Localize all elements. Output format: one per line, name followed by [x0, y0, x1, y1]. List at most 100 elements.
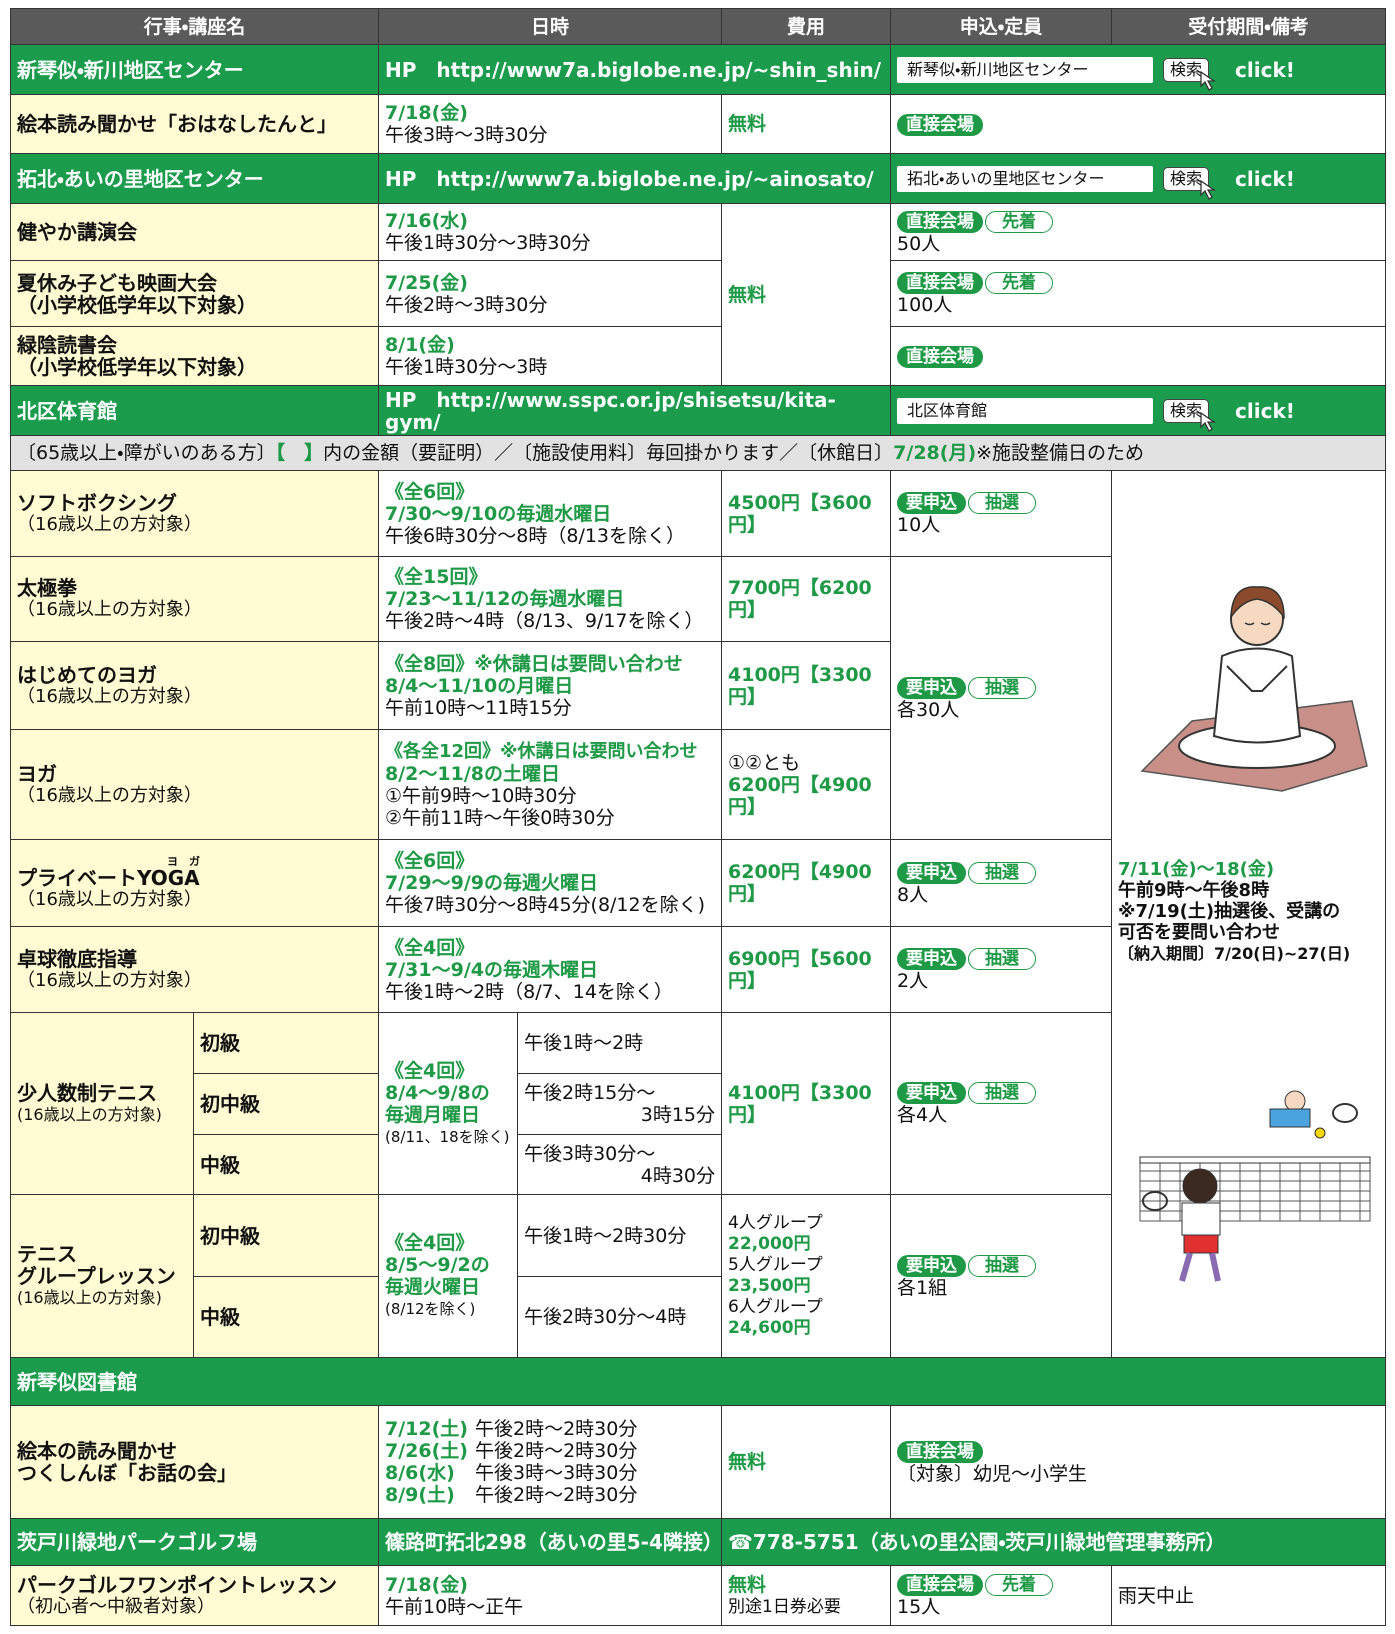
application: 要申込 抽選 各4人	[890, 1012, 1113, 1195]
button-label: 検索	[1170, 59, 1203, 79]
badge: 抽選	[968, 1254, 1037, 1277]
schedule: 《全4回》 8/4～9/8の 毎週月曜日 (8/11、18を除く)	[378, 1012, 518, 1195]
dates: 8/4～9/8の	[385, 1081, 490, 1104]
time-line: 午後2時15分～	[524, 1082, 656, 1104]
name: 卓球徹底指導	[17, 946, 137, 971]
remarks: 雨天中止	[1111, 1565, 1387, 1626]
sessions: 《全15回》	[385, 566, 488, 588]
event-row: パークゴルフワンポイントレッスン （初心者～中級者対象） 7/18(金) 午前10時…	[10, 1565, 1387, 1626]
header-row: 行事・講座名 日時 費用 申込・定員 受付期間・備考	[10, 8, 1387, 45]
time: 午後2時30分～4時	[516, 1276, 723, 1358]
search-button[interactable]: 検索	[1163, 398, 1217, 432]
payment-period: 〔納入期間〕7/20(日)~27(日)	[1118, 944, 1351, 963]
time: 午後7時30分～8時45分(8/12を除く)	[385, 894, 706, 916]
ruby: ヨ ガ	[167, 854, 200, 868]
event-row: ヨガ （16歳以上の方対象） 《各全12回》※休講日は要問い合わせ 8/2～11/8…	[10, 729, 1386, 840]
weekday: 毎週月曜日	[385, 1103, 481, 1126]
badge: 抽選	[968, 861, 1037, 884]
event-row: はじめてのヨガ （16歳以上の方対象） 《全8回》※休講日は要問い合わせ 8/4～1…	[10, 641, 1386, 730]
target-note: （16歳以上の方対象）	[17, 784, 202, 806]
name: はじめてのヨガ	[17, 662, 157, 687]
date: 7/16(水)	[385, 210, 468, 232]
time-line: 午後3時30分～	[524, 1142, 656, 1165]
event-name: 夏休み子ども映画大会 （小学校低学年以下対象）	[10, 260, 379, 327]
target-note: （16歳以上の方対象）	[17, 599, 202, 620]
name: つくしんぼ「お話の会」	[17, 1461, 237, 1485]
event-name: はじめてのヨガ （16歳以上の方対象）	[10, 641, 379, 730]
schedule: 《全15回》 7/23～11/12の毎週水曜日 午後2時～4時（8/13、9/17を…	[377, 556, 723, 642]
fee-amount: 6200円【4900円】	[728, 773, 872, 818]
fee: ①②とも 6200円【4900円】	[721, 729, 892, 840]
search-button[interactable]: 検索	[1163, 57, 1217, 91]
reception-cell: 7/11(金)～18(金) 午前9時～午後8時 ※7/19(土)抽選後、受講の …	[1111, 470, 1387, 1358]
search-cell: 拓北・あいの里地区センター 検索 click!	[890, 153, 1387, 204]
schedule: 《全6回》 7/30～9/10の毎週水曜日 午後6時30分～8時（8/13を除く）	[377, 470, 723, 557]
event-row: ソフトボクシング （16歳以上の方対象） 《全6回》 7/30～9/10の毎週水曜日…	[10, 470, 1387, 1358]
level: 初中級	[193, 1194, 379, 1277]
section-row: 新琴似図書館	[9, 1357, 1387, 1406]
target-note: (16歳以上の方対象)	[17, 1288, 162, 1307]
date: 7/18(金)	[385, 102, 468, 124]
application: 要申込 抽選 各30人	[890, 556, 1113, 840]
badge: 抽選	[968, 948, 1037, 970]
dates: 7/30～9/10の毎週水曜日	[385, 502, 612, 525]
badge: 要申込	[897, 948, 967, 970]
session: 7/26(土) 午後2時～2時30分	[385, 1440, 715, 1462]
reception-wrap: 7/11(金)～18(金) 午前9時～午後8時 ※7/19(土)抽選後、受講の …	[1113, 472, 1385, 1357]
sessions: 《各全12回》※休講日は要問い合わせ	[385, 740, 698, 762]
name: プライベートYOGA	[17, 865, 200, 890]
dates: 7/23～11/12の毎週水曜日	[385, 588, 625, 610]
hp-url: HP http://www7a.biglobe.ne.jp/~shin_shin…	[377, 44, 892, 95]
fee: 4100円【3300円】	[721, 1012, 892, 1195]
badge: 直接会場	[897, 345, 984, 368]
date: 7/12(土)	[385, 1418, 468, 1440]
session: 8/9(土) 午後2時～2時30分	[385, 1484, 715, 1506]
header-cell: 受付期間・備考	[1111, 8, 1387, 45]
badge: 要申込	[897, 1254, 967, 1277]
level: 中級	[193, 1276, 379, 1358]
event-name: 健やか講演会	[10, 203, 379, 261]
fee: 無料 別途1日券必要	[721, 1565, 892, 1626]
target-note: （16歳以上の方対象）	[17, 685, 202, 707]
name: グループレッスン	[17, 1264, 176, 1288]
badge: 抽選	[968, 676, 1037, 699]
time-line: 4時30分	[640, 1164, 716, 1187]
search-box[interactable]: 北区体育館	[897, 397, 1154, 424]
search-box[interactable]: 拓北・あいの里地区センター	[897, 165, 1154, 192]
dates: 7/29～9/9の毎週火曜日	[385, 872, 598, 894]
badge: 直接会場	[897, 1574, 984, 1596]
time: 午後6時30分～8時（8/13を除く）	[385, 524, 686, 547]
search-box[interactable]: 新琴似・新川地区センター	[897, 56, 1154, 83]
capacity: 各1組	[897, 1276, 948, 1299]
name: 緑陰読書会	[17, 333, 117, 357]
name: 太極拳	[17, 576, 77, 600]
event-row: 絵本読み聞かせ「おはなしたんと」 7/18(金) 午後3時～3時30分 無料 直接…	[10, 94, 1387, 154]
remark: ※7/19(土)抽選後、受講の	[1118, 901, 1341, 922]
fee-note: ①②とも	[728, 751, 801, 774]
fee: 7700円【6200円】	[721, 556, 892, 642]
header-cell: 費用	[721, 8, 892, 45]
group: 5人グループ	[728, 1255, 823, 1275]
event-row: 絵本の読み聞かせ つくしんぼ「お話の会」 7/12(土) 午後2時～2時30分 7/…	[10, 1405, 1387, 1519]
exclusion: (8/12を除く)	[385, 1300, 476, 1318]
time: 午後3時30分～ 4時30分	[516, 1134, 723, 1195]
dates: 8/4～11/10の月曜日	[385, 674, 574, 697]
name: 夏休み子ども映画大会	[17, 270, 217, 295]
group: 4人グループ	[728, 1213, 823, 1233]
name: ソフトボクシング	[17, 490, 177, 515]
fee: 4人グループ 22,000円 5人グループ 23,500円 6人グループ 24,600円	[721, 1194, 892, 1358]
cursor-icon	[1200, 179, 1217, 200]
schedule: 《全4回》 7/31～9/4の毎週木曜日 午後1時～2時（8/7、14を除く）	[377, 926, 723, 1013]
section-row: 茨戸川緑地パークゴルフ場 篠路町拓北298（あいの里5-4隣接） ☎778-57…	[10, 1518, 1387, 1566]
dates: 7/31～9/4の毎週木曜日	[385, 958, 598, 981]
header-cell: 申込・定員	[890, 8, 1113, 45]
search-button[interactable]: 検索	[1163, 166, 1217, 200]
cursor-icon	[1200, 411, 1217, 432]
application: 要申込 抽選 各1組	[890, 1194, 1113, 1358]
target-note: （16歳以上の方対象）	[17, 513, 202, 535]
hp-url: HP http://www7a.biglobe.ne.jp/~ainosato/	[377, 153, 892, 204]
schedule: 《全4回》 8/5～9/2の 毎週火曜日 (8/12を除く)	[378, 1194, 518, 1358]
target: 〔対象〕幼児～小学生	[897, 1462, 1088, 1485]
yoga-illustration	[1140, 586, 1368, 792]
target-note: （16歳以上の方対象）	[17, 888, 202, 910]
